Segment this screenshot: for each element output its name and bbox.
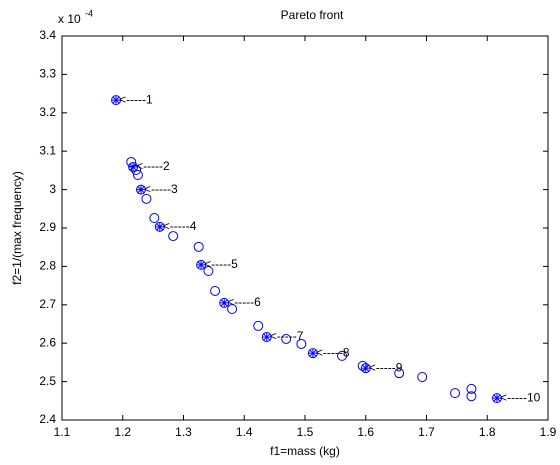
x-tick-label: 1.2	[114, 425, 131, 439]
point-star	[362, 364, 370, 372]
point-annotation: <-----5	[204, 257, 238, 271]
y-tick-label: 2.7	[39, 297, 56, 311]
point-circle	[360, 363, 371, 374]
point-star	[156, 223, 164, 231]
x-tick-label: 1.3	[175, 425, 192, 439]
labeled-point	[307, 348, 318, 359]
point-circle	[261, 332, 272, 343]
point	[149, 213, 160, 224]
plot-area	[61, 35, 549, 421]
x-tick-label: 1.5	[297, 425, 314, 439]
point-annotation: <-----3	[144, 182, 178, 196]
x-axis-label: f1=mass (kg)	[270, 444, 340, 458]
y-tick-label: 2.6	[39, 335, 56, 349]
labeled-point	[135, 184, 146, 195]
y-tick-label: 2.5	[39, 374, 56, 388]
point	[357, 360, 368, 371]
point	[466, 383, 477, 394]
point	[337, 350, 348, 361]
point-star	[129, 163, 137, 171]
point	[466, 391, 477, 402]
point	[203, 266, 214, 277]
labeled-point	[111, 95, 122, 106]
x-tick-label: 1.8	[479, 425, 496, 439]
x-tick-label: 1.9	[540, 425, 557, 439]
point	[131, 165, 142, 176]
point	[168, 231, 179, 242]
point-annotation: <-----4	[163, 219, 197, 233]
labeled-point	[196, 259, 207, 270]
y-tick-label: 3.2	[39, 105, 56, 119]
point	[132, 170, 143, 181]
y-tick-label: 3	[49, 182, 56, 196]
labeled-point	[360, 363, 371, 374]
point-circle	[128, 161, 139, 172]
point-circle	[307, 348, 318, 359]
point	[210, 285, 221, 296]
y-tick-label: 3.1	[39, 143, 56, 157]
point-star	[137, 186, 145, 193]
y-tick-label: 3.3	[39, 67, 56, 81]
point-circle	[196, 259, 207, 270]
y-multiplier-exponent: -4	[85, 8, 93, 18]
labeled-point	[128, 161, 139, 172]
y-tick-label: 2.4	[39, 412, 56, 426]
point-star	[220, 299, 228, 307]
point-annotation: <-----8	[316, 345, 350, 359]
point	[253, 320, 264, 331]
point	[394, 368, 405, 379]
x-tick-label: 1.6	[357, 425, 374, 439]
point-annotation: <-----9	[369, 360, 403, 374]
point	[141, 193, 152, 204]
point-star	[197, 261, 205, 269]
point-star	[493, 394, 501, 402]
point-circle	[491, 393, 502, 404]
x-tick-label: 1.4	[236, 425, 253, 439]
y-tick-label: 2.9	[39, 220, 56, 234]
point-annotation: <-----1	[119, 92, 153, 106]
point	[281, 333, 292, 344]
point-annotation: <-----2	[136, 159, 170, 173]
y-tick-label: 3.4	[39, 28, 56, 42]
point-circle	[135, 184, 146, 195]
point-star	[112, 96, 120, 104]
point-star	[309, 349, 317, 357]
point-annotation: <-----10	[500, 390, 541, 404]
point	[193, 241, 204, 252]
point-star	[263, 333, 271, 341]
point-circle	[154, 221, 165, 232]
labeled-point	[219, 297, 230, 308]
point	[417, 371, 428, 382]
point-circle	[219, 297, 230, 308]
labeled-point	[154, 221, 165, 232]
y-axis-label: f2=1/(max frequency)	[10, 171, 24, 285]
labeled-point	[491, 393, 502, 404]
point	[450, 388, 461, 399]
point	[227, 304, 238, 315]
y-tick-label: 2.8	[39, 259, 56, 273]
chart-title: Pareto front	[281, 8, 344, 22]
point-circle	[111, 95, 122, 106]
x-tick-label: 1.1	[54, 425, 71, 439]
x-tick-label: 1.7	[418, 425, 435, 439]
point	[296, 338, 307, 349]
y-multiplier: x 10	[58, 12, 81, 26]
point-annotation: <-----6	[227, 295, 261, 309]
point-annotation: <-----7	[270, 329, 304, 343]
labeled-point	[261, 332, 272, 343]
